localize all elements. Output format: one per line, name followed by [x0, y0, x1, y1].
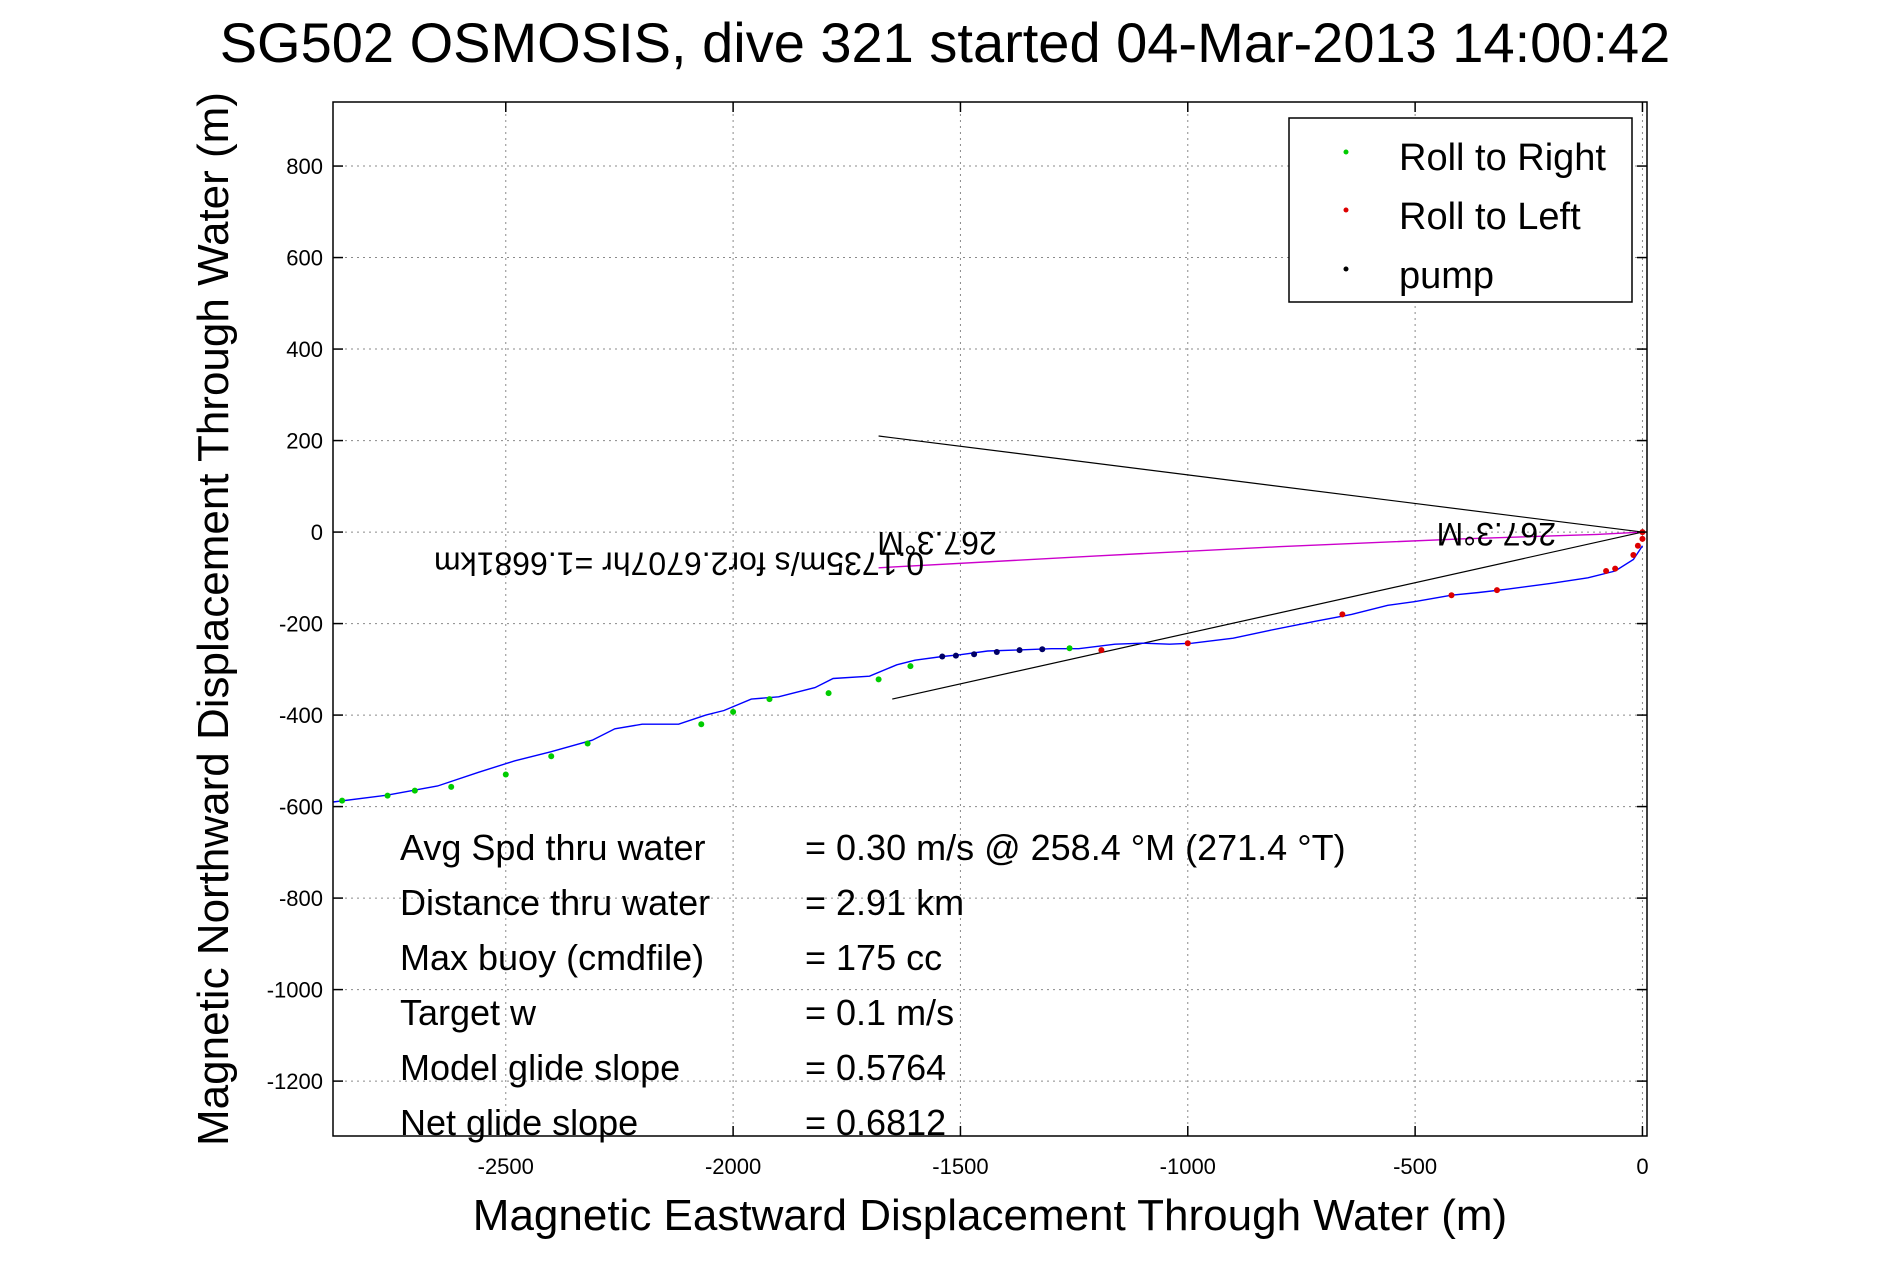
stat-value-avg-speed: = 0.30 m/s @ 258.4 °M (271.4 °T) — [805, 827, 1346, 868]
pump-point — [1016, 647, 1023, 654]
roll-right-point — [875, 676, 882, 683]
roll-right-point — [730, 708, 737, 715]
y-tick-label: -1200 — [267, 1069, 323, 1094]
legend: Roll to Right Roll to Left pump — [1288, 117, 1633, 303]
vector-annotation: 0.1735m/s for2.6707hr =1.6681km — [434, 546, 924, 582]
pump-point — [952, 652, 959, 659]
x-tick-label: -2000 — [705, 1154, 761, 1179]
grid-layer — [333, 102, 1647, 1136]
legend-label-roll-left: Roll to Left — [1399, 196, 1581, 238]
x-axis-label: Magnetic Eastward Displacement Through W… — [473, 1191, 1507, 1240]
legend-marker-pump — [1343, 266, 1349, 272]
heading-cone-line — [878, 435, 1643, 533]
x-tick-label: -1000 — [1160, 1154, 1216, 1179]
roll-left-point — [1634, 542, 1641, 549]
stat-label-model-glide: Model glide slope — [400, 1047, 680, 1088]
y-tick-label: 400 — [286, 337, 323, 362]
y-tick-label: -200 — [279, 612, 323, 637]
stat-value-distance: = 2.91 km — [805, 882, 964, 923]
stat-value-max-buoy: = 175 cc — [805, 937, 942, 978]
x-tick-label: 0 — [1636, 1154, 1648, 1179]
y-tick-label: -800 — [279, 886, 323, 911]
pump-point — [1039, 646, 1046, 653]
plot-frame — [332, 101, 1648, 1137]
roll-left-point — [1630, 551, 1637, 558]
roll-right-point — [1066, 645, 1073, 652]
legend-label-roll-right: Roll to Right — [1399, 137, 1606, 179]
roll-left-point — [1184, 640, 1191, 647]
tick-layer: -2500 -2000 -1500 -1000 -500 0-1200-1000-800-… — [267, 102, 1649, 1179]
roll-left-point — [1448, 592, 1455, 599]
stat-value-model-glide: = 0.5764 — [805, 1047, 946, 1088]
x-tick-label: -2500 — [478, 1154, 534, 1179]
roll-left-point — [1339, 611, 1346, 618]
y-tick-label: -600 — [279, 795, 323, 820]
vector-annotation: 267.3°M — [877, 525, 997, 561]
legend-marker-roll-right — [1343, 149, 1349, 155]
legend-label-pump: pump — [1399, 255, 1494, 297]
stats-block: Avg Spd thru water = 0.30 m/s @ 258.4 °M… — [400, 827, 1346, 1143]
roll-right-point — [548, 753, 555, 760]
stat-value-target-w: = 0.1 m/s — [805, 992, 954, 1033]
roll-right-point — [411, 787, 418, 794]
chart-title: SG502 OSMOSIS, dive 321 started 04-Mar-2… — [220, 11, 1671, 74]
stat-label-distance: Distance thru water — [400, 882, 710, 923]
pump-point — [939, 653, 946, 660]
roll-right-point — [825, 690, 832, 697]
legend-marker-roll-left — [1343, 207, 1349, 213]
roll-right-point — [584, 740, 591, 747]
x-tick-label: -500 — [1393, 1154, 1437, 1179]
y-axis-label: Magnetic Northward Displacement Through … — [189, 92, 238, 1146]
roll-left-point — [1098, 647, 1105, 654]
roll-right-point — [339, 797, 346, 804]
current-vector-line — [878, 531, 1643, 569]
roll-right-point — [698, 721, 705, 728]
y-tick-label: 0 — [311, 520, 323, 545]
y-tick-label: 800 — [286, 154, 323, 179]
y-tick-label: -1000 — [267, 978, 323, 1003]
roll-right-point — [448, 783, 455, 790]
heading-cone-line — [892, 531, 1643, 700]
roll-right-point — [907, 663, 914, 670]
pump-point — [971, 651, 978, 658]
roll-right-point — [502, 771, 509, 778]
stat-value-net-glide: = 0.6812 — [805, 1102, 946, 1143]
stat-label-target-w: Target w — [400, 992, 537, 1033]
roll-left-point — [1639, 535, 1646, 542]
roll-left-point — [1493, 587, 1500, 594]
vector-annotation: 267.3°M — [1437, 516, 1557, 552]
x-tick-label: -1500 — [932, 1154, 988, 1179]
roll-right-point — [766, 696, 773, 703]
y-tick-label: 200 — [286, 429, 323, 454]
y-tick-label: -400 — [279, 703, 323, 728]
stat-label-max-buoy: Max buoy (cmdfile) — [400, 937, 704, 978]
roll-left-point — [1612, 565, 1619, 572]
pump-point — [993, 648, 1000, 655]
roll-right-point — [384, 792, 391, 799]
stat-label-avg-speed: Avg Spd thru water — [400, 827, 706, 868]
roll-left-point — [1603, 567, 1610, 574]
y-tick-label: 600 — [286, 246, 323, 271]
stat-label-net-glide: Net glide slope — [400, 1102, 638, 1143]
